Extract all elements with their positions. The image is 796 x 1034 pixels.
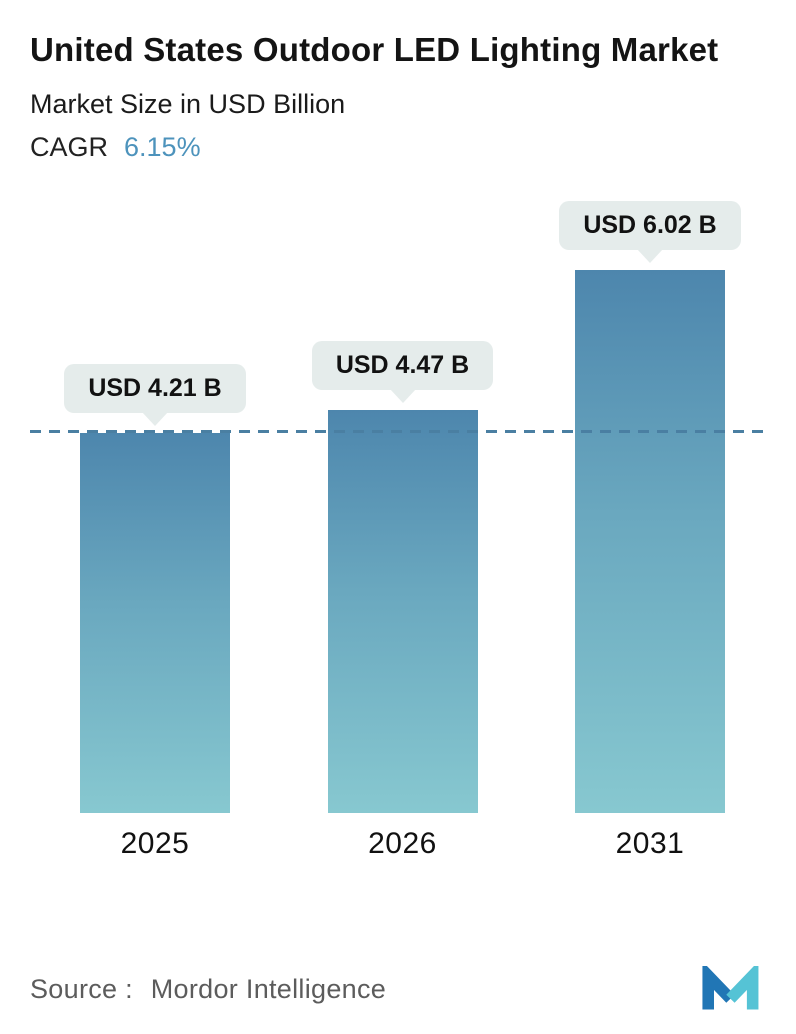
mordor-intelligence-logo-icon (702, 966, 759, 1010)
value-label-2031: USD 6.02 B (559, 200, 741, 250)
page-title: United States Outdoor LED Lighting Marke… (30, 31, 719, 68)
cagr-value: 6.15% (124, 131, 201, 162)
reference-dashed-line (30, 429, 766, 433)
value-label-caret (142, 411, 168, 426)
x-axis-labels: 2025 2026 2031 (30, 827, 766, 861)
value-label-caret (389, 388, 416, 403)
cagr-label: CAGR (30, 131, 109, 162)
bar-2025 (80, 432, 230, 813)
bar-chart: USD 4.21 B USD 4.47 B USD 6.02 B (30, 193, 766, 813)
source-value: Mordor Intelligence (150, 973, 387, 1004)
source-label: Source : (30, 973, 133, 1004)
footer: Source : Mordor Intelligence (30, 966, 766, 1012)
bar-2026 (327, 409, 478, 813)
x-tick-2031: 2031 (615, 826, 685, 860)
plot-area: USD 4.21 B USD 4.47 B USD 6.02 B (30, 193, 766, 813)
x-tick-2025: 2025 (120, 826, 190, 860)
bar-2031 (575, 269, 725, 813)
source-attribution: Source : Mordor Intelligence (30, 974, 386, 1005)
cagr-row: CAGR 6.15% (30, 132, 766, 163)
value-label-2025: USD 4.21 B (64, 363, 246, 413)
bar-group-2025: USD 4.21 B (64, 363, 246, 813)
bar-group-2026: USD 4.47 B (311, 340, 494, 813)
bar-group-2031: USD 6.02 B (559, 200, 741, 813)
value-label-2026: USD 4.47 B (311, 340, 494, 390)
x-tick-2026: 2026 (368, 826, 437, 860)
value-label-caret (637, 248, 663, 263)
chart-subtitle: Market Size in USD Billion (30, 88, 346, 119)
